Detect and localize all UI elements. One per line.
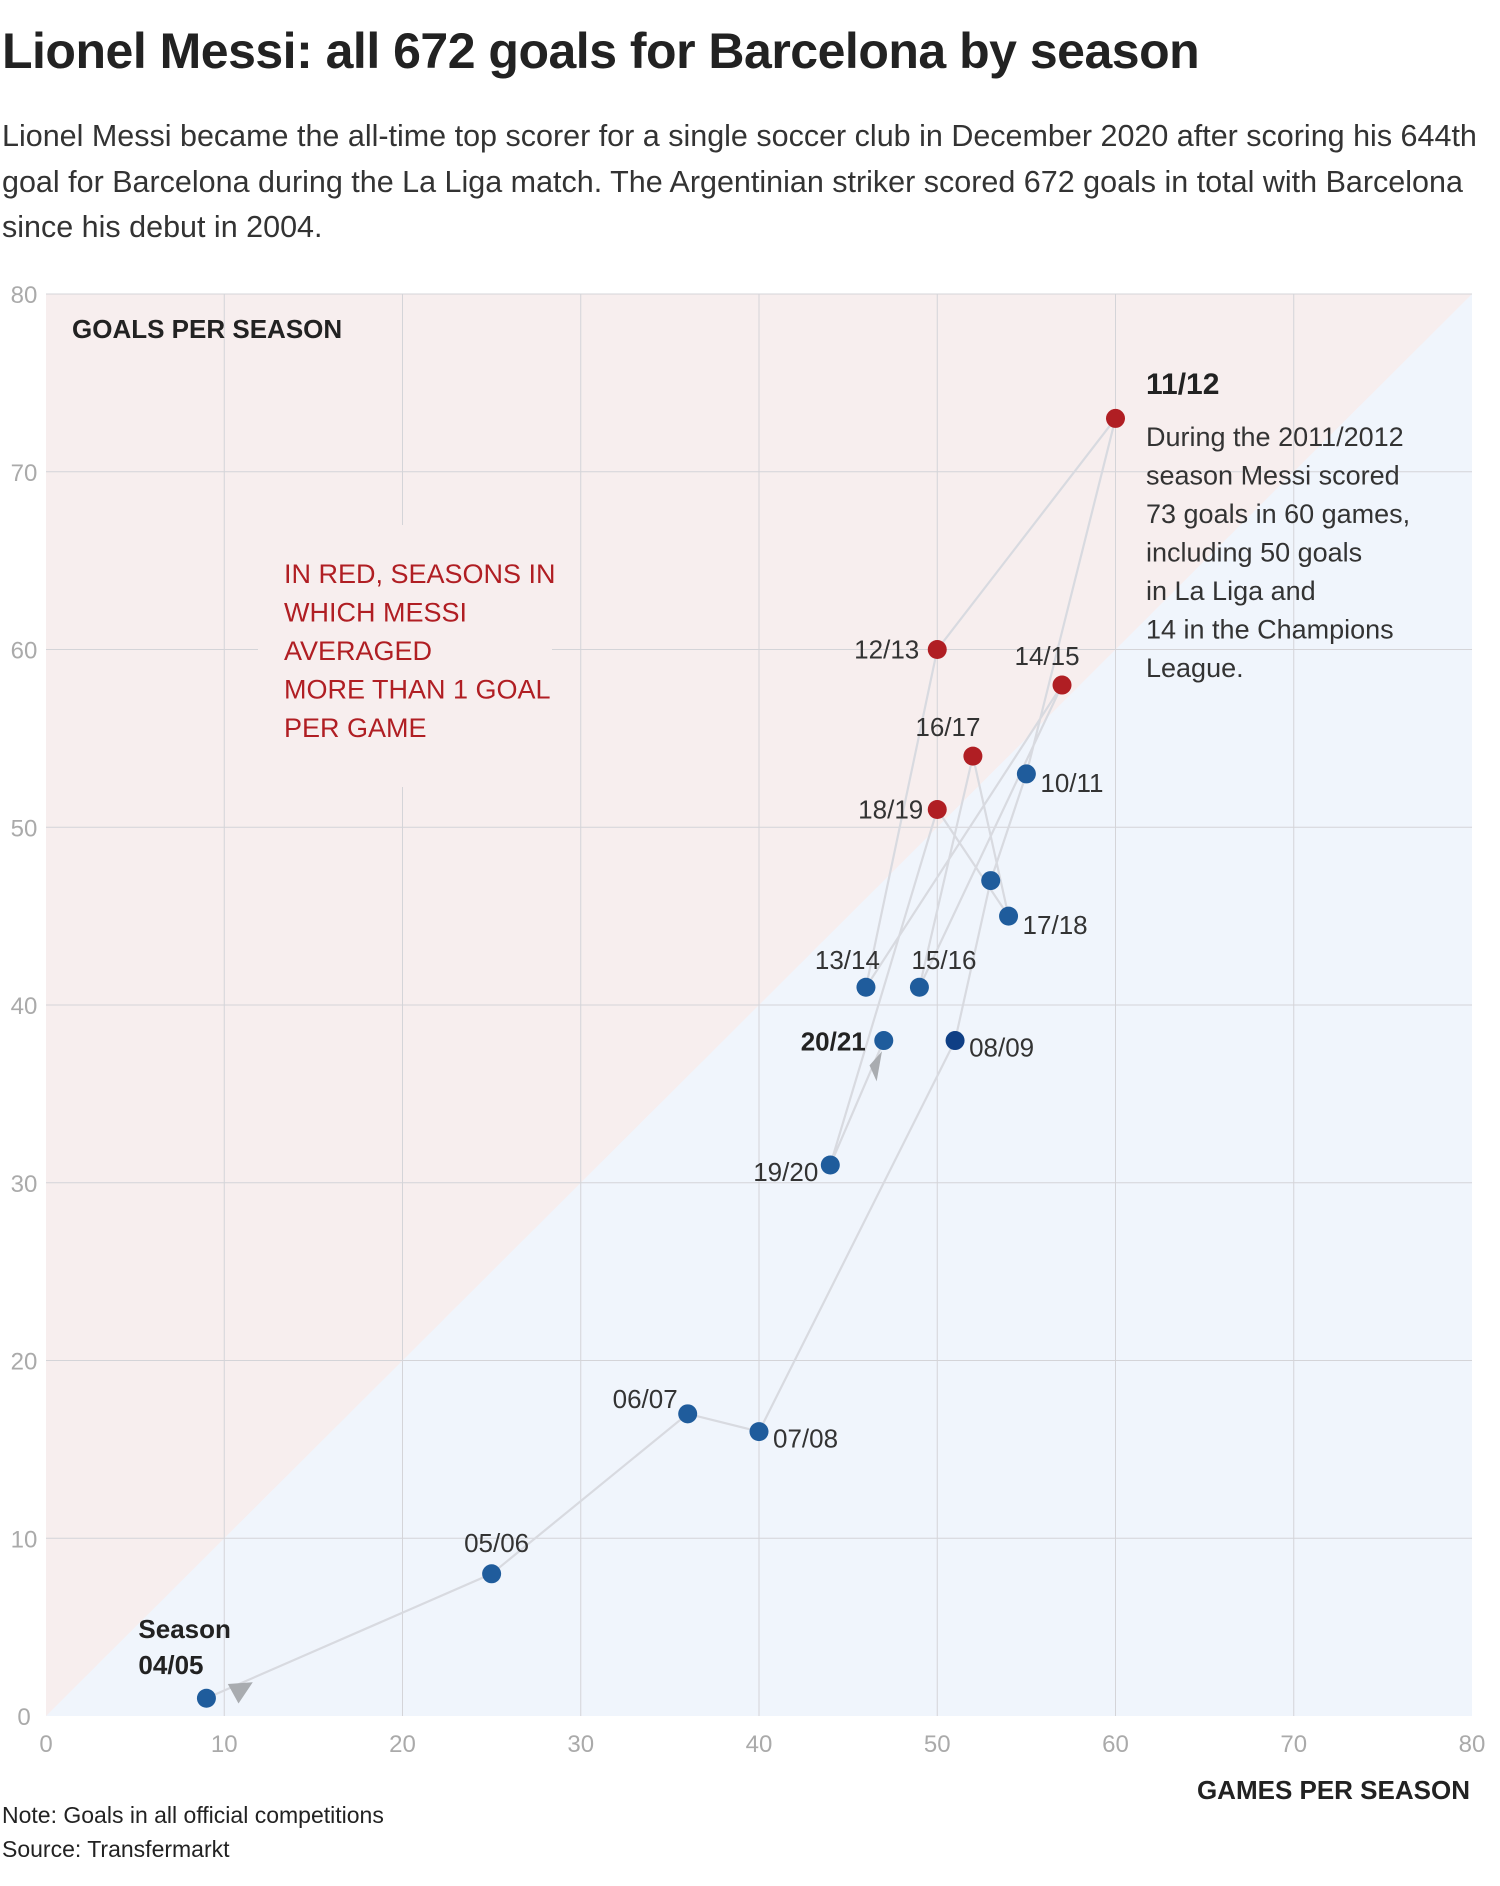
x-tick-label: 0: [39, 1731, 52, 1758]
point-label: Season: [138, 1614, 231, 1644]
x-tick-label: 10: [211, 1731, 238, 1758]
x-tick-label: 30: [567, 1731, 594, 1758]
start-arrow-icon: [227, 1682, 253, 1704]
point-label: 06/07: [613, 1384, 678, 1414]
red-note-box: [258, 525, 552, 787]
point-label: 16/17: [915, 712, 980, 742]
y-tick-label: 70: [11, 460, 38, 487]
x-tick-label: 40: [746, 1731, 773, 1758]
x-axis-title: GAMES PER SEASON: [1197, 1775, 1470, 1805]
point-label: 08/09: [969, 1033, 1034, 1063]
data-point-20-21: [874, 1031, 894, 1051]
y-axis-title: GOALS PER SEASON: [72, 314, 342, 344]
highlight-text-line: 73 goals in 60 games,: [1146, 499, 1410, 529]
point-label: 18/19: [858, 794, 923, 824]
data-point-14-15: [1052, 675, 1072, 695]
data-point-13-14: [856, 977, 876, 997]
data-point-08-09: [945, 1031, 965, 1051]
x-tick-label: 80: [1459, 1731, 1486, 1758]
data-point-12-13: [927, 640, 947, 659]
highlight-title: 11/12: [1146, 368, 1219, 401]
point-label: 12/13: [854, 635, 919, 665]
highlight-text-line: including 50 goals: [1146, 538, 1362, 568]
highlight-text-line: 14 in the Champions: [1146, 615, 1394, 645]
data-point-11-12: [1106, 408, 1125, 428]
data-point-18-19: [927, 799, 947, 819]
point-label: 14/15: [1014, 641, 1079, 671]
point-label: 17/18: [1023, 910, 1088, 940]
point-label: 15/16: [911, 945, 976, 975]
note: Note: Goals in all official competitions: [2, 1802, 384, 1828]
point-label: 20/21: [801, 1027, 866, 1057]
highlight-text-line: in La Liga and: [1146, 576, 1316, 606]
point-label: 07/08: [773, 1424, 838, 1454]
y-tick-label: 50: [11, 815, 38, 842]
highlight-text-line: season Messi scored: [1146, 461, 1400, 491]
y-tick-label: 10: [11, 1526, 38, 1553]
highlight-text-line: League.: [1146, 653, 1244, 683]
data-point-06-07: [678, 1404, 698, 1424]
end-arrow-icon: [869, 1051, 882, 1082]
data-point-09-10: [981, 871, 1001, 891]
y-tick-label: 40: [11, 993, 38, 1020]
red-note-line: PER GAME: [284, 713, 427, 743]
data-point-05-06: [482, 1564, 502, 1584]
chart-title: Lionel Messi: all 672 goals for Barcelon…: [2, 23, 1200, 79]
red-note-line: WHICH MESSI: [284, 598, 467, 628]
x-tick-label: 60: [1102, 1731, 1129, 1758]
data-point-15-16: [909, 977, 929, 997]
y-tick-label: 60: [11, 638, 38, 665]
point-label: 19/20: [753, 1157, 818, 1187]
red-note-line: AVERAGED: [284, 636, 432, 666]
data-point-19-20: [820, 1155, 840, 1175]
x-tick-label: 70: [1280, 1731, 1307, 1758]
point-label: 13/14: [815, 945, 880, 975]
data-point-16-17: [963, 746, 983, 766]
source: Source: Transfermarkt: [2, 1836, 230, 1862]
red-note-line: MORE THAN 1 GOAL: [284, 675, 551, 705]
x-tick-label: 50: [924, 1731, 951, 1758]
highlight-text-line: During the 2011/2012: [1146, 422, 1404, 452]
y-tick-label: 30: [11, 1171, 38, 1198]
data-point-17-18: [999, 906, 1019, 926]
point-label: 04/05: [138, 1650, 203, 1680]
point-label: 05/06: [464, 1528, 529, 1558]
x-tick-label: 20: [389, 1731, 416, 1758]
y-tick-label: 0: [17, 1704, 30, 1731]
chart-subtitle: Lionel Messi became the all-time top sco…: [2, 119, 1477, 244]
data-point-10-11: [1016, 764, 1036, 784]
y-tick-label: 80: [11, 282, 38, 309]
data-point-07-08: [749, 1422, 769, 1442]
y-tick-label: 20: [11, 1349, 38, 1376]
red-note-line: IN RED, SEASONS IN: [284, 559, 556, 589]
data-point-04-05: [196, 1688, 216, 1708]
point-label: 10/11: [1040, 768, 1103, 798]
